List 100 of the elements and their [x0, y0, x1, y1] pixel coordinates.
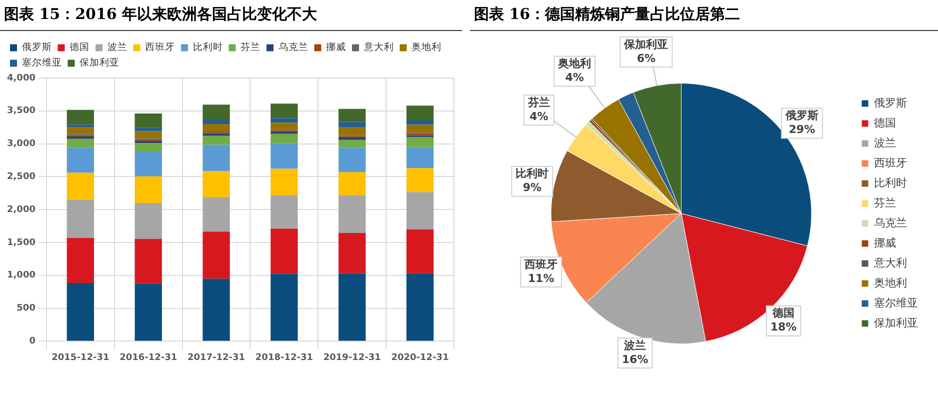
bar [406, 229, 434, 274]
legend-label: 意大利 [362, 41, 394, 54]
bar [202, 171, 230, 198]
legend-label: 乌克兰 [278, 41, 308, 54]
legend-label: 俄罗斯 [874, 96, 907, 110]
bar [66, 282, 94, 341]
bar [202, 144, 230, 172]
data-label: 18% [770, 320, 797, 334]
bar [270, 122, 298, 130]
x-tick-label: 2020-12-31 [391, 352, 449, 363]
bar [202, 124, 230, 131]
bar [134, 128, 162, 132]
bar [270, 274, 298, 341]
bar [270, 195, 298, 229]
bar [270, 118, 298, 123]
legend-label: 俄罗斯 [22, 41, 52, 54]
bar [202, 278, 230, 341]
bar [66, 200, 94, 238]
bar [134, 176, 162, 204]
bar [66, 238, 94, 283]
slice-label: 奥地利 [557, 57, 592, 70]
bar [406, 124, 434, 133]
slice-label: 保加利亚 [623, 38, 668, 51]
data-label: 9% [522, 181, 542, 194]
data-label: 29% [788, 123, 816, 136]
bar [338, 232, 366, 274]
data-label: 16% [622, 352, 648, 366]
chart-title: 图表 16：德国精炼铜产量占比位居第二 [470, 0, 938, 31]
bar [134, 203, 162, 239]
bar [134, 238, 162, 284]
bar [406, 192, 434, 230]
legend-label: 塞尔维亚 [874, 296, 918, 310]
bar [406, 168, 434, 192]
bar [338, 172, 366, 196]
legend-label: 西班牙 [874, 156, 907, 170]
legend-label: 奥地利 [412, 41, 442, 54]
bar [66, 110, 94, 125]
bar [134, 114, 162, 128]
bar [202, 104, 230, 120]
legend-label: 芬兰 [240, 41, 260, 54]
data-label: 11% [528, 272, 554, 285]
y-tick-label: 1,500 [7, 238, 36, 248]
slice-label: 波兰 [623, 338, 646, 352]
legend-label: 塞尔维亚 [22, 56, 62, 69]
bar [66, 124, 94, 128]
legend-label: 波兰 [107, 41, 128, 54]
legend-label: 挪威 [874, 236, 896, 250]
chart-title: 图表 15：2016 年以来欧洲各国占比变化不大 [0, 0, 462, 31]
bar [202, 119, 230, 124]
slice-label: 俄罗斯 [784, 109, 818, 122]
bar [202, 136, 230, 145]
x-tick-label: 2018-12-31 [255, 352, 313, 363]
slice-label: 西班牙 [524, 258, 558, 271]
legend-label: 乌克兰 [874, 216, 907, 230]
y-tick-label: 3,500 [7, 106, 36, 116]
bar [338, 122, 366, 128]
bar [270, 143, 298, 169]
bar [338, 195, 366, 233]
x-tick-label: 2016-12-31 [120, 352, 178, 363]
x-tick-label: 2019-12-31 [323, 352, 381, 363]
data-label: 6% [636, 52, 656, 65]
data-label: 4% [530, 110, 548, 123]
y-tick-label: 1,000 [7, 270, 36, 281]
legend-label: 西班牙 [145, 41, 175, 54]
bar [270, 104, 298, 118]
bar [406, 273, 434, 341]
bar [406, 137, 434, 148]
bar [406, 106, 434, 120]
bar [338, 148, 366, 172]
slice-label: 芬兰 [526, 96, 550, 109]
bar [66, 138, 94, 148]
bar [338, 140, 366, 148]
bar [406, 147, 434, 168]
bar [66, 148, 94, 173]
y-tick-label: 500 [16, 304, 36, 314]
bar [134, 131, 162, 138]
slice-label: 比利时 [516, 167, 549, 180]
legend-label: 意大利 [873, 256, 907, 270]
legend-label: 德国 [70, 42, 90, 54]
legend-label: 波兰 [874, 136, 896, 150]
legend-label: 挪威 [326, 41, 346, 54]
y-tick-label: 3,000 [7, 139, 36, 150]
slice-label: 德国 [772, 306, 795, 320]
bar [134, 152, 162, 176]
bar [338, 127, 366, 136]
legend-label: 比利时 [874, 176, 907, 190]
legend-label: 奥地利 [874, 276, 907, 290]
y-tick-label: 4,000 [7, 73, 36, 84]
legend-label: 保加利亚 [80, 56, 120, 69]
bar [338, 108, 366, 122]
bar [202, 197, 230, 232]
legend-label: 保加利亚 [874, 316, 918, 330]
bar [66, 172, 94, 200]
legend-label: 比利时 [192, 41, 223, 54]
x-tick-label: 2017-12-31 [187, 352, 246, 363]
bar [270, 168, 298, 196]
x-tick-label: 2015-12-31 [52, 352, 110, 363]
y-tick-label: 2,000 [7, 204, 36, 215]
bar [134, 284, 162, 341]
data-label: 4% [565, 71, 584, 84]
